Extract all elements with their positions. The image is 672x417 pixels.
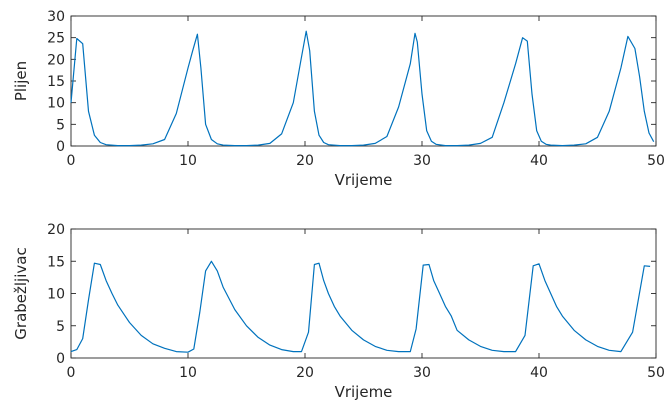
prey-y-tick-label: 25 [47, 31, 65, 47]
prey-x-tick-label: 50 [647, 153, 665, 169]
prey-y-tick-label: 0 [56, 139, 65, 155]
prey-x-tick-label: 20 [296, 153, 314, 169]
predator-y-tick-label: 0 [56, 351, 65, 367]
predator-x-tick-label: 20 [296, 365, 314, 381]
prey-y-tick-label: 5 [56, 117, 65, 133]
predator-x-tick-label: 0 [67, 365, 76, 381]
predator-y-axis-label: Grabežljivac [12, 247, 30, 339]
predator-x-axis-label: Vrijeme [335, 383, 393, 401]
predator-y-tick-label: 15 [47, 254, 65, 270]
prey-x-tick-label: 30 [413, 153, 431, 169]
predator-y-tick-label: 5 [56, 319, 65, 335]
prey-y-tick-label: 10 [47, 96, 65, 112]
predator-y-ticks: 0 5 10 15 20 [47, 222, 656, 367]
predator-x-tick-label: 10 [179, 365, 197, 381]
prey-y-tick-label: 30 [47, 9, 65, 25]
predator-y-tick-label: 10 [47, 287, 65, 303]
prey-x-axis-label: Vrijeme [335, 171, 393, 189]
prey-y-ticks: 0 5 10 15 20 25 30 [47, 9, 656, 155]
prey-series-line [70, 30, 655, 147]
predator-x-tick-label: 30 [413, 365, 431, 381]
prey-x-tick-label: 10 [179, 153, 197, 169]
prey-axes-box [70, 15, 657, 147]
prey-y-axis-label: Plijen [12, 61, 30, 101]
predator-axes-box [70, 228, 657, 359]
predator-x-tick-label: 50 [647, 365, 665, 381]
predator-series-line [70, 260, 651, 353]
prey-x-tick-label: 40 [530, 153, 548, 169]
prey-y-tick-label: 20 [47, 52, 65, 68]
predator-y-tick-label: 20 [47, 222, 65, 238]
prey-plot: 0 10 20 30 40 50 0 5 10 15 20 25 30 Vrijeme Plijen [12, 9, 665, 189]
prey-x-tick-label: 0 [67, 153, 76, 169]
predator-x-ticks: 0 10 20 30 40 50 [67, 229, 665, 381]
prey-x-ticks: 0 10 20 30 40 50 [67, 16, 665, 169]
predator-x-tick-label: 40 [530, 365, 548, 381]
predator-plot: 0 10 20 30 40 50 0 5 10 15 20 Vrijeme Grabežljiva… [12, 222, 665, 401]
prey-y-tick-label: 15 [47, 74, 65, 90]
